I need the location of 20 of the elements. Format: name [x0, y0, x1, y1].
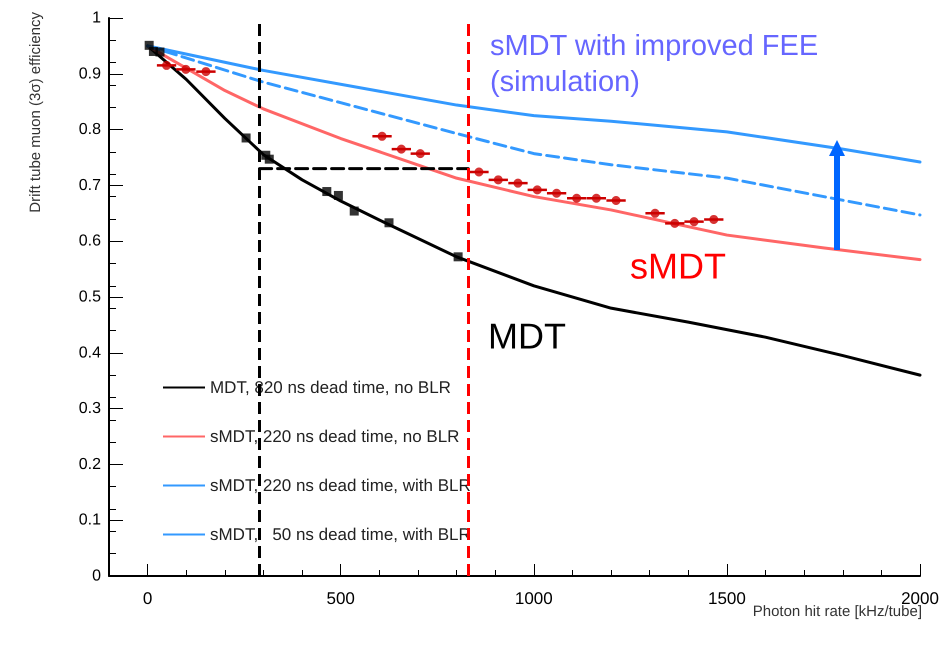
x-tick-label: 1500 — [708, 589, 746, 608]
y-tick-label: 0.3 — [78, 400, 102, 418]
y-tick-label: 0.6 — [78, 232, 102, 250]
annotation: sMDT with improved FEE (simulation) — [490, 30, 818, 98]
y-tick-label: 0.2 — [78, 456, 102, 473]
legend-label: sMDT, 220 ns dead time, no BLR — [210, 427, 460, 446]
y-tick-label: 0 — [92, 568, 102, 584]
x-tick-label: 0 — [142, 589, 152, 608]
x-tick-label: 1000 — [514, 589, 553, 608]
x-tick-label: 500 — [326, 589, 355, 608]
y-tick-label: 0.5 — [78, 288, 102, 306]
y-tick-label: 0.1 — [78, 512, 102, 529]
annotation: sMDT — [630, 246, 726, 286]
y-tick-label: 0.4 — [78, 344, 102, 362]
annotation: MDT — [488, 316, 566, 356]
y-axis-title: Drift tube muon (3σ) efficiency — [27, 12, 44, 213]
y-tick-label: 0.7 — [78, 176, 102, 194]
y-tick-label: 0.8 — [78, 121, 102, 138]
y-tick-label: 0.9 — [78, 65, 102, 82]
y-tick-label: 1 — [92, 10, 102, 26]
